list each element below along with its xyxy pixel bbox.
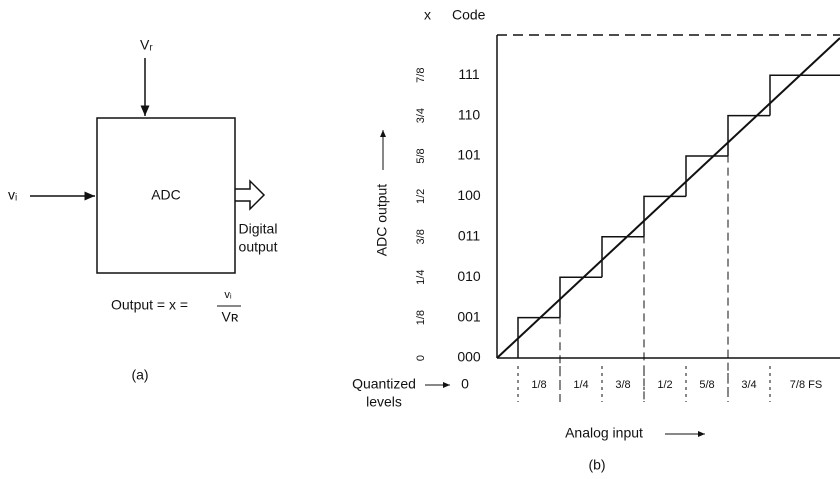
- step: [770, 75, 840, 115]
- level-label: 3/8: [615, 379, 630, 391]
- figure: Vᵣ vᵢ ADC Digital output Output = x = vᵢ…: [0, 0, 840, 479]
- numerator: vᵢ: [224, 289, 232, 301]
- code-title: Code: [452, 7, 486, 23]
- level-label: 1/2: [657, 379, 672, 391]
- code-label: 011: [458, 228, 481, 244]
- caption: (b): [588, 457, 605, 473]
- x-symbol: x: [424, 7, 431, 23]
- output-arrow: [235, 181, 264, 209]
- reference-label: Vᵣ: [140, 37, 153, 53]
- x-axis-label: Analog input: [565, 425, 643, 441]
- fraction-label: 3/8: [415, 229, 427, 244]
- y-axis-label: ADC output: [374, 184, 390, 256]
- level-label: 7/8 FS: [790, 379, 822, 391]
- caption: (a): [131, 367, 148, 383]
- level-label: 1/4: [573, 379, 588, 391]
- step: [518, 318, 560, 358]
- output-label: Digital: [239, 221, 278, 237]
- fraction-label: 1/4: [415, 270, 427, 285]
- step: [602, 237, 644, 277]
- fraction-label: 7/8: [415, 68, 427, 83]
- code-label: 001: [457, 308, 481, 324]
- level-label: 1/8: [531, 379, 546, 391]
- input-label: vᵢ: [8, 187, 17, 203]
- ideal-line: [497, 38, 840, 358]
- fraction-label: 1/2: [415, 189, 427, 204]
- fraction-label: 3/4: [415, 108, 427, 123]
- block-label: ADC: [151, 187, 181, 203]
- equation: Output = x =: [111, 297, 188, 313]
- level-label: 0: [461, 376, 469, 392]
- code-label: 010: [457, 268, 481, 284]
- fraction-label: 1/8: [415, 310, 427, 325]
- step: [560, 277, 602, 317]
- fraction-label: 0: [415, 355, 427, 361]
- code-label: 111: [458, 66, 479, 82]
- denominator: Vʀ: [222, 309, 239, 325]
- fraction-label: 5/8: [415, 148, 427, 163]
- code-label: 100: [457, 187, 481, 203]
- levels-label: levels: [366, 394, 402, 410]
- output-label: output: [239, 239, 278, 255]
- code-label: 110: [458, 106, 481, 122]
- code-label: 000: [457, 349, 481, 365]
- levels-label: Quantized: [352, 376, 416, 392]
- code-label: 101: [457, 147, 481, 163]
- level-label: 5/8: [699, 379, 714, 391]
- level-label: 3/4: [741, 379, 756, 391]
